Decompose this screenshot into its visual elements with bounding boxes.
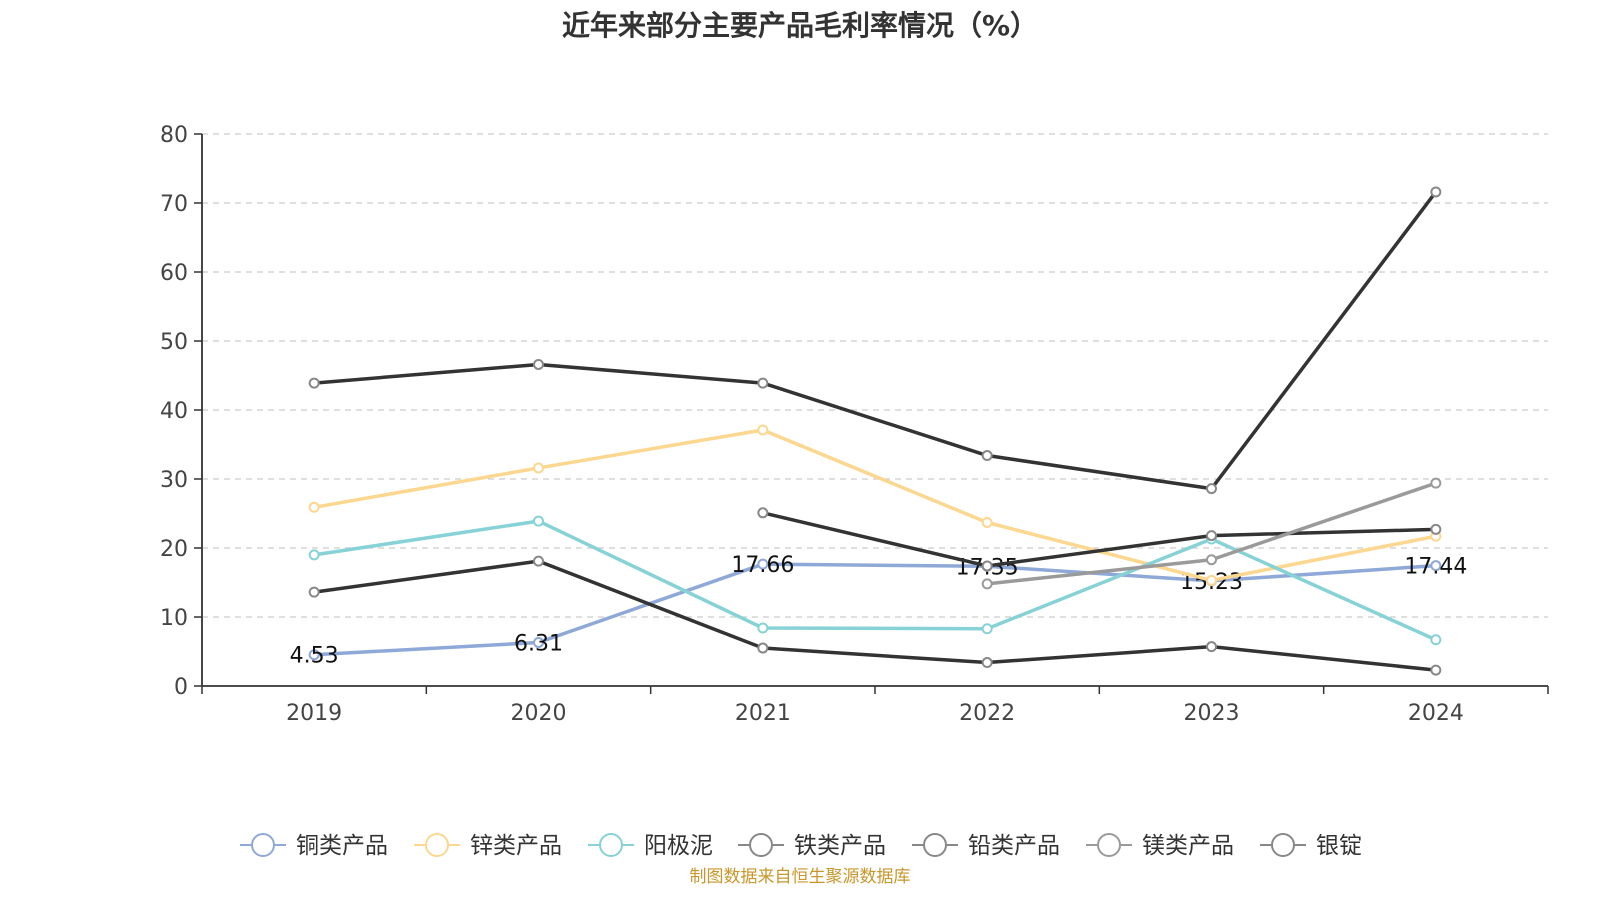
legend-label: 镁类产品 — [1142, 833, 1234, 859]
data-point — [981, 657, 993, 669]
legend-item: 铜类产品 — [240, 833, 388, 859]
data-point — [981, 516, 993, 528]
series-line — [314, 562, 1436, 657]
series-line — [762, 511, 1436, 568]
data-point — [1430, 634, 1442, 646]
y-tick-label: 50 — [160, 330, 188, 355]
legend-item: 银锭 — [1260, 833, 1362, 859]
legend-label: 铁类产品 — [794, 833, 886, 859]
y-tick-label: 60 — [160, 261, 188, 286]
legend-label: 银锭 — [1316, 833, 1362, 859]
data-point — [1430, 560, 1442, 572]
data-point — [533, 462, 544, 474]
x-tick-label: 2021 — [735, 701, 791, 726]
series-3 — [308, 515, 1442, 646]
legend-label: 锌类产品 — [470, 833, 562, 859]
data-point — [981, 623, 993, 635]
legend-label: 铅类产品 — [968, 833, 1060, 859]
legend-item: 铁类产品 — [738, 833, 886, 859]
data-point — [1430, 477, 1442, 489]
series-2 — [308, 424, 1442, 586]
y-tick-label: 70 — [160, 192, 188, 217]
y-tick-label: 0 — [174, 675, 188, 700]
chart-title: 近年来部分主要产品毛利率情况（%） — [561, 9, 1039, 42]
data-point — [308, 377, 320, 389]
data-point — [533, 555, 544, 567]
legend-item: 阳极泥 — [588, 833, 713, 859]
y-tick-label: 10 — [160, 606, 188, 631]
legend-label: 阳极泥 — [644, 833, 713, 859]
data-point — [308, 549, 320, 561]
data-point — [757, 622, 769, 634]
legend-marker — [251, 833, 275, 857]
legend-marker — [749, 833, 773, 857]
legend-item: 铅类产品 — [912, 833, 1060, 859]
series-line — [314, 190, 1438, 491]
data-point — [1430, 186, 1442, 198]
data-label: 17.44 — [1404, 555, 1467, 580]
source-note: 制图数据来自恒生聚源数据库 — [689, 867, 911, 887]
data-point — [1206, 530, 1217, 542]
y-tick-label: 30 — [160, 468, 188, 493]
data-point — [757, 507, 769, 519]
y-tick-label: 20 — [160, 537, 188, 562]
series-7 — [308, 186, 1442, 495]
series-line — [313, 559, 1437, 672]
data-point — [533, 515, 544, 527]
legend-marker — [923, 833, 947, 857]
x-tick-label: 2020 — [511, 701, 567, 726]
legend-item: 锌类产品 — [414, 833, 562, 859]
series-5 — [757, 507, 1442, 572]
data-point — [981, 450, 993, 462]
series-6 — [981, 477, 1442, 590]
x-tick-label: 2022 — [959, 701, 1015, 726]
data-point — [757, 424, 769, 436]
data-point — [757, 642, 769, 654]
x-tick-label: 2019 — [286, 701, 342, 726]
data-point — [757, 377, 769, 389]
data-point — [981, 578, 993, 590]
data-point — [1206, 483, 1217, 495]
data-point — [1430, 523, 1442, 535]
data-point — [308, 586, 320, 598]
y-tick-label: 40 — [160, 399, 188, 424]
data-point — [533, 636, 544, 648]
legend-marker — [1271, 833, 1295, 857]
data-point — [1430, 664, 1442, 676]
data-point — [981, 560, 993, 572]
legend-marker — [425, 833, 449, 857]
y-tick-label: 80 — [160, 123, 188, 148]
data-label: 4.53 — [290, 644, 339, 669]
x-tick-label: 2023 — [1184, 701, 1240, 726]
legend-marker — [599, 833, 623, 857]
data-point — [533, 358, 544, 370]
series-line — [313, 428, 1437, 583]
data-label: 6.31 — [514, 631, 563, 656]
data-point — [1206, 574, 1217, 586]
data-point — [757, 558, 769, 570]
legend-label: 铜类产品 — [296, 833, 388, 859]
x-tick-label: 2024 — [1408, 701, 1464, 726]
data-label: 17.66 — [731, 553, 794, 578]
legend-item: 镁类产品 — [1086, 833, 1234, 859]
series-4 — [308, 555, 1442, 676]
series-line — [313, 519, 1437, 642]
data-point — [1206, 641, 1217, 653]
data-point — [308, 649, 320, 661]
legend-marker — [1097, 833, 1121, 857]
data-point — [308, 501, 320, 513]
data-point — [1206, 554, 1217, 566]
